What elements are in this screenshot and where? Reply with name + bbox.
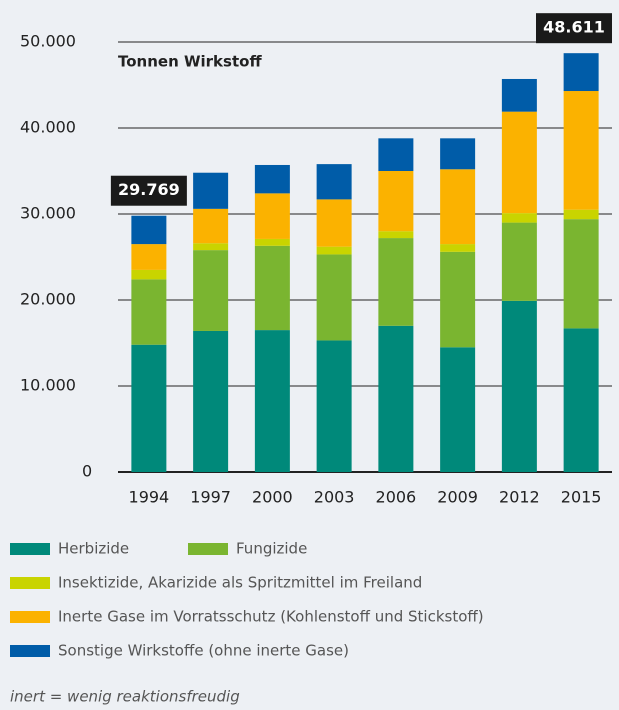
- bar-segment: [563, 219, 599, 329]
- chart-subtitle: Tonnen Wirkstoff: [118, 53, 262, 71]
- bar-segment: [131, 244, 167, 270]
- bar-segment: [501, 213, 537, 223]
- bar-segment: [254, 164, 290, 194]
- legend-swatch: [188, 543, 228, 555]
- bar-segment: [254, 245, 290, 331]
- bar-segment: [193, 208, 229, 244]
- bar-segment: [316, 199, 352, 247]
- annotation: 48.611: [543, 18, 605, 37]
- x-tick-label: 2012: [499, 488, 540, 507]
- bar-segment: [254, 193, 290, 239]
- bar-segment: [378, 325, 414, 472]
- bar-segment: [131, 344, 167, 472]
- bar-segment: [563, 209, 599, 220]
- y-tick-label: 20.000: [20, 290, 76, 309]
- bar-segment: [501, 300, 537, 472]
- legend-label: Sonstige Wirkstoffe (ohne inerte Gase): [58, 642, 349, 660]
- annotation-box: [536, 13, 612, 44]
- legend-swatch: [10, 577, 50, 589]
- bar-segment: [254, 238, 290, 246]
- bar-segment: [316, 254, 352, 341]
- x-tick-label: 2009: [437, 488, 478, 507]
- annotation-box: [110, 175, 187, 206]
- bar-segment: [193, 243, 229, 251]
- bar-segment: [316, 340, 352, 472]
- x-tick-label: 2006: [376, 488, 417, 507]
- bar-segment: [440, 169, 476, 245]
- legend-label: Fungizide: [236, 540, 307, 558]
- footnote: inert = wenig reaktionsfreudig: [10, 688, 240, 706]
- bar-segment: [193, 250, 229, 331]
- x-tick-label: 1994: [129, 488, 170, 507]
- x-tick-label: 2015: [561, 488, 602, 507]
- legend-label: Insektizide, Akarizide als Spritzmittel …: [58, 574, 422, 592]
- bar-segment: [378, 231, 414, 239]
- y-tick-label: 30.000: [20, 204, 76, 223]
- y-tick-label: 0: [82, 462, 92, 481]
- legend-label: Inerte Gase im Vorratsschutz (Kohlenstof…: [58, 608, 484, 626]
- y-tick-label: 50.000: [20, 32, 76, 51]
- bar-segment: [501, 78, 537, 112]
- x-tick-label: 1997: [190, 488, 231, 507]
- bar-segment: [378, 171, 414, 232]
- bar-segment: [563, 53, 599, 92]
- legend-swatch: [10, 645, 50, 657]
- bar-segment: [316, 246, 352, 255]
- bar-segment: [440, 251, 476, 348]
- bar-segment: [440, 138, 476, 170]
- x-tick-label: 2003: [314, 488, 355, 507]
- bar-segment: [193, 330, 229, 472]
- bar-segment: [378, 238, 414, 326]
- bar-segment: [378, 138, 414, 171]
- bar-segment: [316, 164, 352, 200]
- y-tick-label: 40.000: [20, 118, 76, 137]
- bar-segment: [440, 347, 476, 472]
- bar-segment: [131, 215, 167, 245]
- bar-segment: [440, 244, 476, 252]
- legend-label: Herbizide: [58, 540, 129, 558]
- legend-swatch: [10, 543, 50, 555]
- annotation: 29.769: [118, 180, 180, 199]
- bar-segment: [254, 330, 290, 472]
- y-tick-label: 10.000: [20, 376, 76, 395]
- x-tick-label: 2000: [252, 488, 293, 507]
- bar-segment: [131, 279, 167, 345]
- bar-segment: [501, 111, 537, 214]
- bar-segment: [131, 269, 167, 280]
- bar-segment: [501, 222, 537, 301]
- bar-segment: [563, 91, 599, 210]
- bar-segment: [563, 328, 599, 472]
- bar-segment: [193, 172, 229, 209]
- legend-swatch: [10, 611, 50, 623]
